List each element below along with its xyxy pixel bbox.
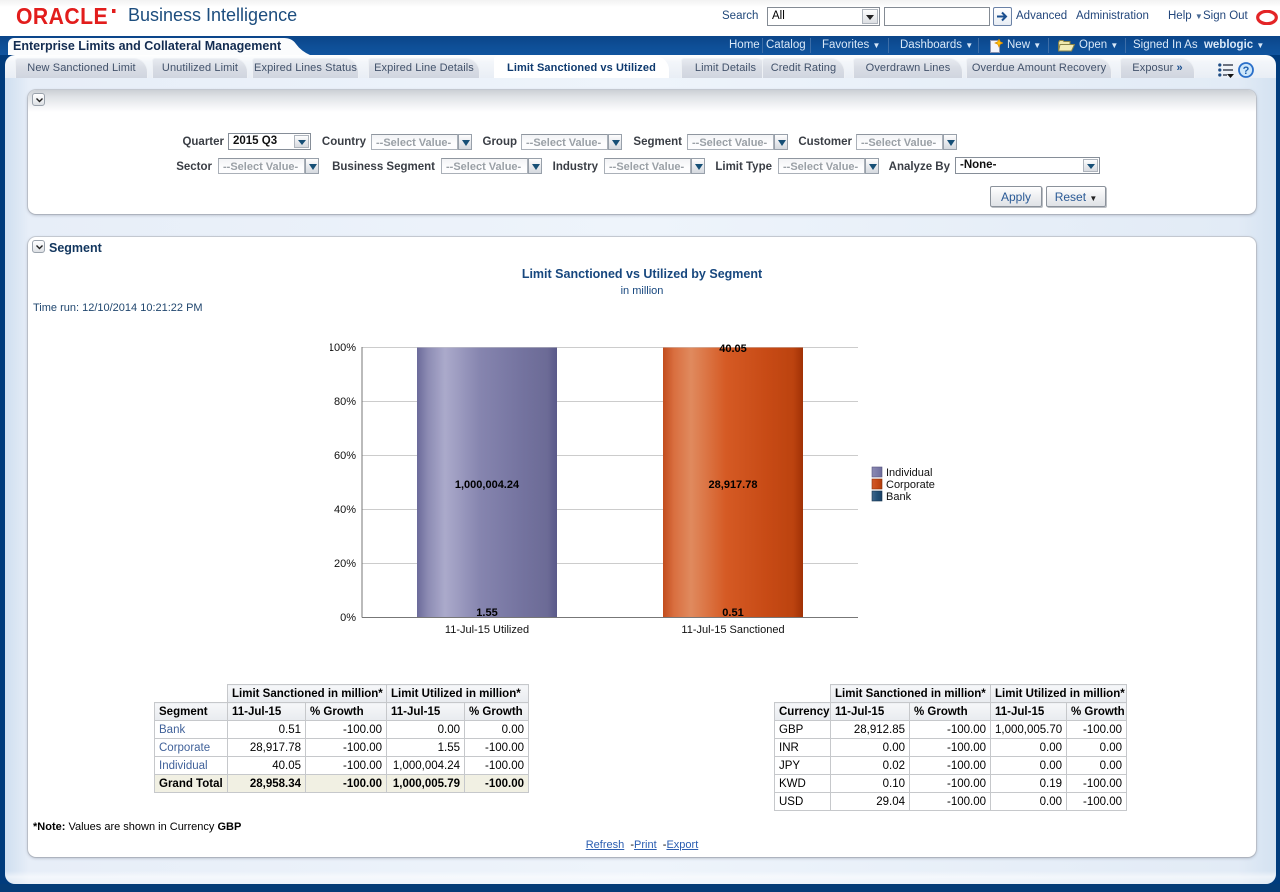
svg-text:40.05: 40.05: [719, 343, 747, 355]
svg-text:1,000,004.24: 1,000,004.24: [455, 479, 520, 491]
svg-text:1.55: 1.55: [476, 607, 497, 619]
svg-text:60%: 60%: [334, 450, 356, 462]
svg-text:Bank: Bank: [886, 491, 912, 503]
svg-text:100%: 100%: [330, 342, 356, 354]
svg-text:Individual: Individual: [886, 467, 932, 479]
svg-text:Corporate: Corporate: [886, 479, 935, 491]
svg-text:40%: 40%: [334, 504, 356, 516]
svg-text:11-Jul-15 Sanctioned: 11-Jul-15 Sanctioned: [681, 624, 784, 636]
svg-text:ORACLE: ORACLE: [16, 5, 108, 29]
svg-text:0%: 0%: [340, 612, 356, 624]
svg-text:?: ?: [1243, 65, 1250, 77]
svg-text:20%: 20%: [334, 558, 356, 570]
svg-text:80%: 80%: [334, 396, 356, 408]
svg-text:28,917.78: 28,917.78: [709, 479, 758, 491]
svg-text:11-Jul-15 Utilized: 11-Jul-15 Utilized: [445, 624, 529, 636]
svg-text:0.51: 0.51: [722, 607, 743, 619]
